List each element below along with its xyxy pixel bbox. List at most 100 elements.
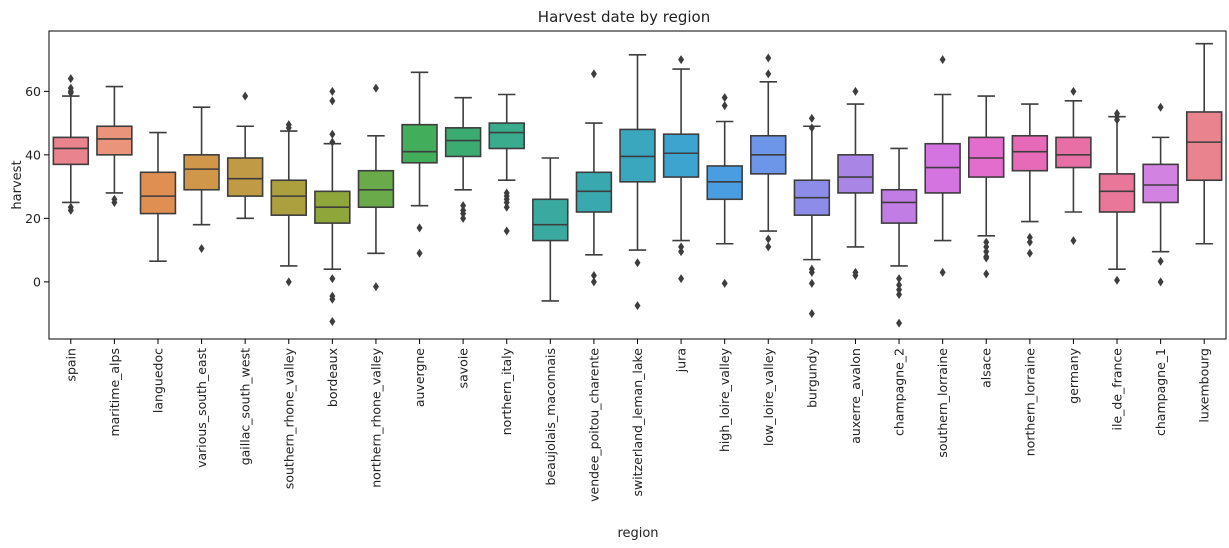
plot-area: 0 20 40 60 spain maritime_alps languedoc variou… xyxy=(25,30,1227,502)
box-champagne_1 xyxy=(1142,163,1179,204)
outlier-point xyxy=(852,270,859,280)
x-tick-label: beaujolais_maconnais xyxy=(543,348,558,486)
x-tick-label: luxembourg xyxy=(1197,348,1212,423)
outlier-point xyxy=(1070,86,1077,96)
outlier-point xyxy=(983,269,990,279)
x-tick-label: ile_de_france xyxy=(1110,348,1125,431)
outlier-point xyxy=(808,123,815,133)
outlier-point xyxy=(896,274,903,284)
outlier-point xyxy=(939,267,946,277)
box-spain xyxy=(52,136,90,166)
box-jura xyxy=(662,133,700,178)
outlier-point xyxy=(329,294,336,304)
outlier-point xyxy=(67,88,74,98)
x-tick-label: burgundy xyxy=(804,347,819,407)
outlier-point xyxy=(808,309,815,319)
outlier-point xyxy=(503,226,510,236)
box-gaillac_south_west xyxy=(226,157,264,197)
x-tick-label: northern_lorraine xyxy=(1022,348,1037,457)
outlier-point xyxy=(242,91,249,101)
outlier-point xyxy=(1026,237,1033,247)
x-tick-label: northern_italy xyxy=(499,347,514,435)
x-tick-label: spain xyxy=(63,348,78,382)
outlier-point xyxy=(678,55,685,65)
y-tick-label: 0 xyxy=(33,274,41,289)
outlier-point xyxy=(765,69,772,79)
outlier-point xyxy=(896,318,903,328)
outlier-point xyxy=(678,242,685,252)
outlier-point xyxy=(285,277,292,287)
outlier-point xyxy=(1026,232,1033,242)
x-tick-label: bordeaux xyxy=(325,348,340,407)
y-tick-label: 60 xyxy=(25,84,41,99)
outlier-point xyxy=(329,274,336,284)
outlier-point xyxy=(983,253,990,263)
box-auvergne xyxy=(401,123,438,164)
x-tick-label: high_loire_valley xyxy=(717,347,732,452)
x-tick-label: switzerland_leman_lake xyxy=(630,348,645,497)
x-tick-label: low_loire_valley xyxy=(761,347,776,446)
outlier-point xyxy=(765,242,772,252)
outlier-point xyxy=(67,205,74,215)
box-languedoc xyxy=(139,171,177,215)
outlier-point xyxy=(460,201,467,211)
outlier-point xyxy=(111,197,118,207)
box-ile_de_france xyxy=(1098,173,1136,213)
outlier-point xyxy=(1070,236,1077,246)
outlier-point xyxy=(852,86,859,96)
box-various_south_east xyxy=(183,154,220,191)
outlier-point xyxy=(896,290,903,300)
outlier-point xyxy=(939,55,946,65)
x-tick-label: auvergne xyxy=(412,348,427,407)
outlier-point xyxy=(808,267,815,277)
box-northern_italy xyxy=(488,122,525,150)
x-tick-label: languedoc xyxy=(150,348,165,413)
box-maritime_alps xyxy=(96,125,133,156)
box-beaujolais_maconnais xyxy=(532,198,569,242)
x-tick-label: savoie xyxy=(456,348,471,389)
outlier-point xyxy=(329,129,336,139)
outlier-point xyxy=(1114,115,1121,125)
outlier-point xyxy=(1157,256,1164,266)
y-tick-label: 40 xyxy=(25,147,41,162)
x-tick-label: auxerre_avalon xyxy=(848,348,863,444)
outlier-point xyxy=(67,74,74,84)
outlier-point xyxy=(372,83,379,93)
outlier-point xyxy=(372,282,379,292)
chart-title: Harvest date by region xyxy=(538,8,710,26)
outlier-point xyxy=(416,248,423,258)
outlier-point xyxy=(285,123,292,133)
box-champagne_2 xyxy=(880,188,918,224)
outlier-point xyxy=(416,223,423,233)
outlier-point xyxy=(329,96,336,106)
outlier-point xyxy=(590,277,597,287)
outlier-point xyxy=(503,202,510,212)
outlier-point xyxy=(721,93,728,103)
box-germany xyxy=(1055,136,1092,169)
box-auxerre_avalon xyxy=(837,154,874,194)
outlier-point xyxy=(198,244,205,254)
outlier-point xyxy=(1157,102,1164,112)
outlier-point xyxy=(896,285,903,295)
plot-frame xyxy=(48,30,1227,340)
box-savoie xyxy=(444,127,482,158)
x-tick-label: jura xyxy=(674,348,689,373)
x-tick-label: southern_rhone_valley xyxy=(281,347,296,489)
outlier-point xyxy=(1026,248,1033,258)
outlier-point xyxy=(460,213,467,223)
outlier-point xyxy=(1114,275,1121,285)
outlier-point xyxy=(329,317,336,327)
x-tick-label: champagne_2 xyxy=(892,348,907,436)
outlier-point xyxy=(329,137,336,147)
box-northern_lorraine xyxy=(1011,134,1049,172)
outlier-point xyxy=(765,53,772,63)
x-tick-label: northern_rhone_valley xyxy=(368,347,383,487)
box-southern_rhone_valley xyxy=(270,179,307,216)
outlier-point xyxy=(329,86,336,96)
outlier-point xyxy=(765,234,772,244)
outlier-point xyxy=(503,197,510,207)
x-tick-label: gaillac_south_west xyxy=(238,348,253,465)
outlier-point xyxy=(808,113,815,123)
box-luxembourg xyxy=(1185,111,1223,182)
